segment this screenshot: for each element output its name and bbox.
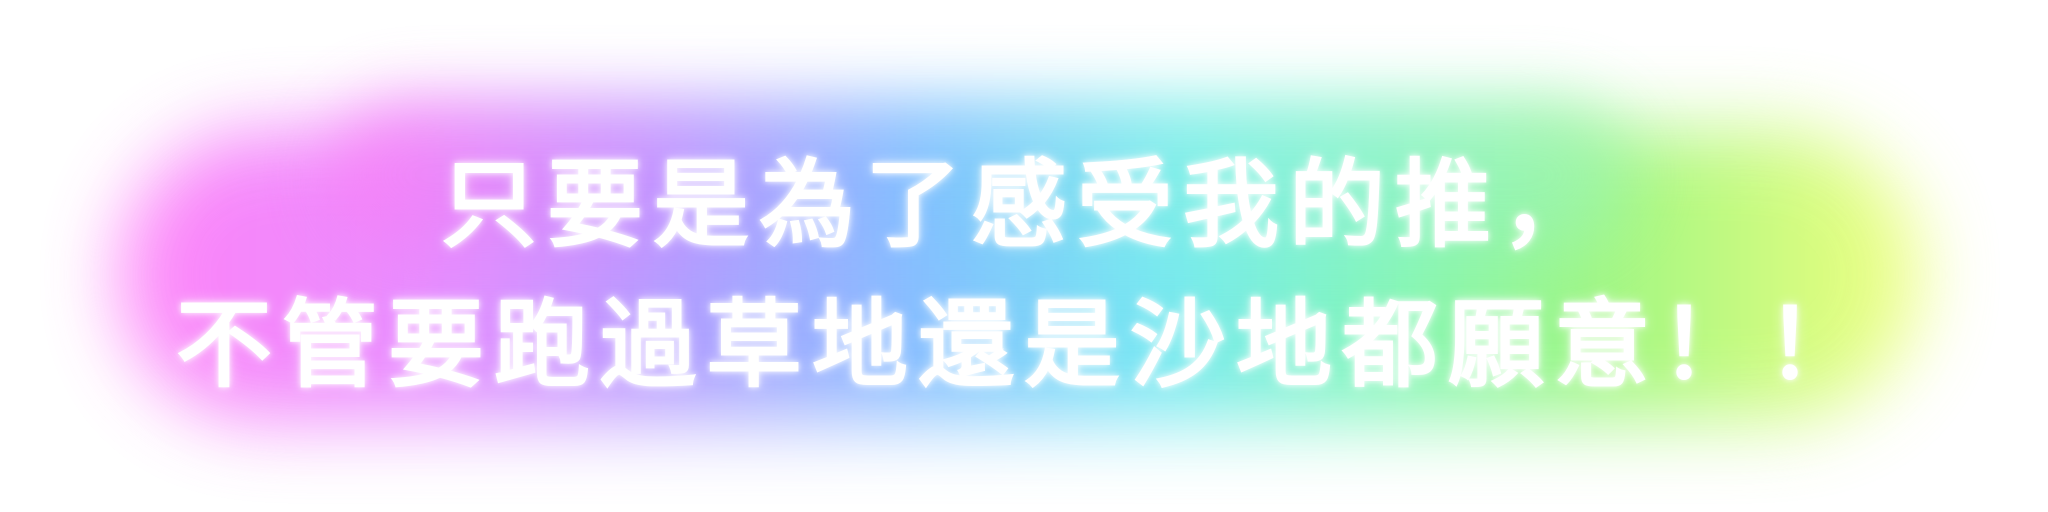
banner-line-2: 不管要跑過草地還是沙地都願意！！ <box>176 289 1872 401</box>
banner-text: 只要是為了感受我的推， 不管要跑過草地還是沙地都願意！！ <box>0 135 2048 415</box>
rainbow-glow-top <box>330 100 1630 250</box>
banner-line-1: 只要是為了感受我的推， <box>441 149 1607 261</box>
